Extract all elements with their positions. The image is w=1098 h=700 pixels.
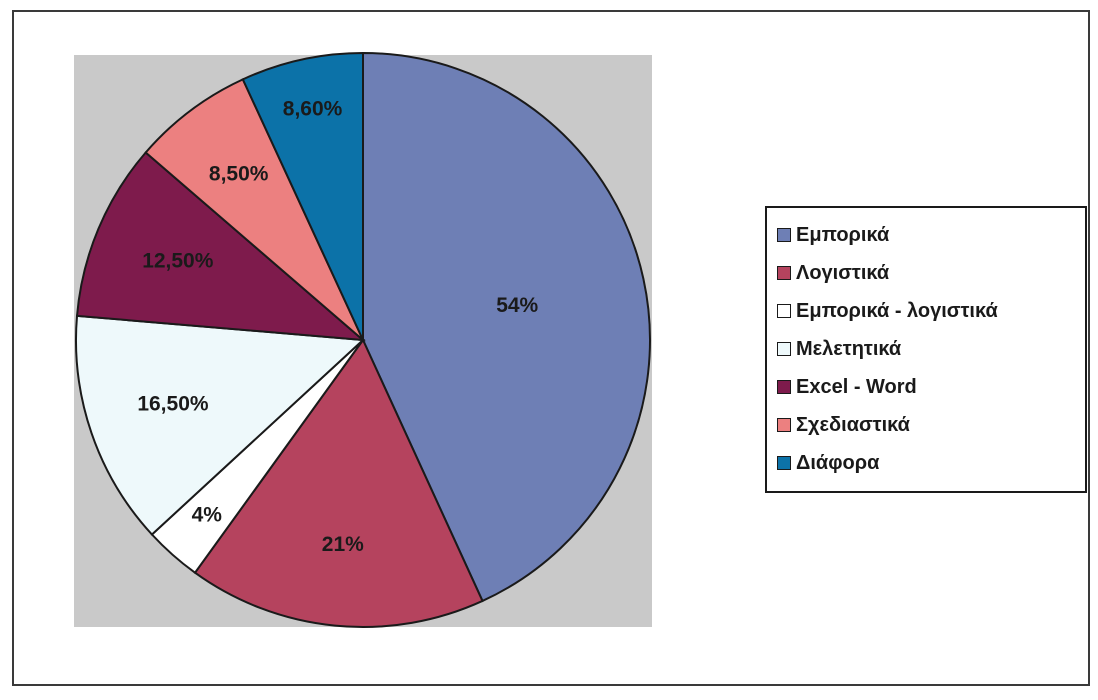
legend-swatch <box>777 456 791 470</box>
slice-data-label: 21% <box>322 533 364 556</box>
legend-item: Διάφορα <box>777 444 1085 482</box>
slice-data-label: 4% <box>192 504 223 527</box>
slice-data-label: 16,50% <box>137 393 209 416</box>
legend-swatch <box>777 342 791 356</box>
legend-swatch <box>777 228 791 242</box>
legend-label: Εμπορικά - λογιστικά <box>796 299 998 322</box>
legend-item: Σχεδιαστικά <box>777 406 1085 444</box>
pie-slice <box>144 78 364 341</box>
pie-slice <box>193 338 484 628</box>
legend-swatch <box>777 304 791 318</box>
legend-item: Εμπορικά <box>777 216 1085 254</box>
slice-data-label: 8,50% <box>209 162 269 185</box>
legend-item: Excel - Word <box>777 368 1085 406</box>
slice-data-label: 8,60% <box>283 98 343 121</box>
legend-item: Μελετητικά <box>777 330 1085 368</box>
pie-slice <box>241 51 364 341</box>
legend-label: Μελετητικά <box>796 337 902 360</box>
pie-slice <box>75 314 366 536</box>
legend-item: Λογιστικά <box>777 254 1085 292</box>
pie-slice <box>362 51 651 603</box>
legend-item: Εμπορικά - λογιστικά <box>777 292 1085 330</box>
legend-swatch <box>777 418 791 432</box>
slice-data-label: 54% <box>496 294 538 317</box>
legend-label: Σχεδιαστικά <box>796 413 910 436</box>
pie-slice <box>75 151 366 342</box>
legend-label: Εμπορικά <box>796 223 890 246</box>
legend-label: Λογιστικά <box>796 261 890 284</box>
legend: Εμπορικά Λογιστικά Εμπορικά - λογιστικά Μελ… <box>765 206 1087 493</box>
slice-data-label: 12,50% <box>142 250 214 273</box>
legend-label: Διάφορα <box>796 451 880 474</box>
legend-label: Excel - Word <box>796 375 917 398</box>
legend-swatch <box>777 266 791 280</box>
legend-swatch <box>777 380 791 394</box>
